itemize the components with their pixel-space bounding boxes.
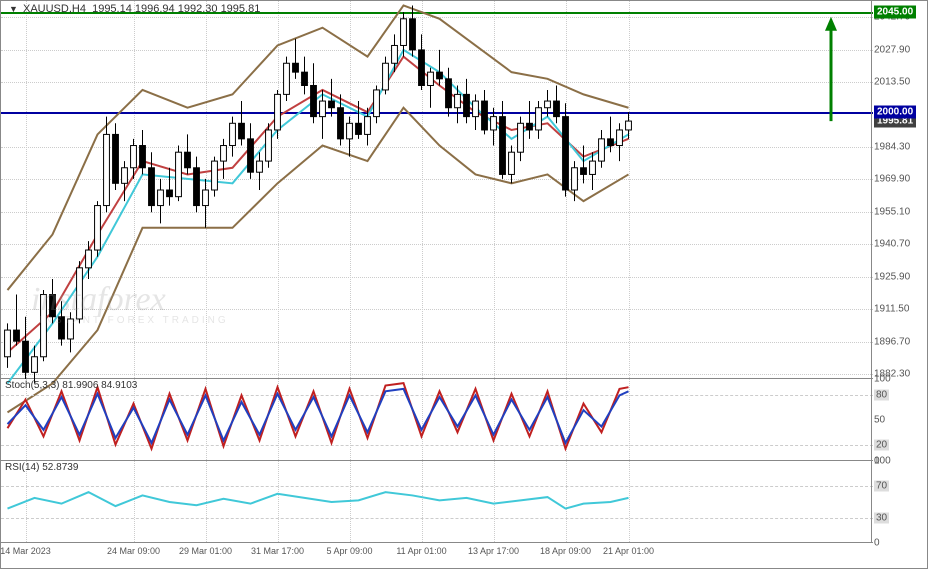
stochastic-label: Stoch(5,3,3) 81.9906 84.9103	[5, 380, 137, 391]
price-tick: 2027.90	[874, 45, 910, 56]
time-tick: 31 Mar 17:00	[251, 546, 304, 556]
price-panel[interactable]: ▼ XAUUSD,H4 1995.14 1996.94 1992.30 1995…	[1, 1, 873, 379]
level-tag: 2045.00	[874, 6, 916, 19]
time-tick: 13 Apr 17:00	[468, 546, 519, 556]
forecast-arrow	[1, 1, 873, 379]
time-tick: 21 Apr 01:00	[603, 546, 654, 556]
price-tick: 1984.30	[874, 142, 910, 153]
ohlc-open: 1995.14	[92, 3, 132, 15]
price-tick: 1940.70	[874, 239, 910, 250]
stochastic-panel[interactable]: Stoch(5,3,3) 81.9906 84.9103	[1, 379, 873, 461]
ohlc-low: 1992.30	[178, 3, 218, 15]
ohlc-close: 1995.81	[221, 3, 261, 15]
level-tag: 2000.00	[874, 106, 916, 119]
price-tick: 1955.10	[874, 207, 910, 218]
price-axis: 1882.301896.701911.501925.901940.701955.…	[871, 1, 927, 543]
price-tick: 1969.90	[874, 174, 910, 185]
price-tick: 1896.70	[874, 336, 910, 347]
price-tick: 2013.50	[874, 77, 910, 88]
ohlc-high: 1996.94	[135, 3, 175, 15]
timeframe: H4	[72, 3, 86, 15]
price-tick: 1911.50	[874, 303, 909, 314]
symbol-name: XAUUSD	[23, 3, 69, 15]
rsi-panel[interactable]: RSI(14) 52.8739	[1, 461, 873, 543]
rsi-svg	[1, 461, 873, 543]
symbol-title: ▼ XAUUSD,H4 1995.14 1996.94 1992.30 1995…	[9, 3, 260, 15]
time-tick: 5 Apr 09:00	[326, 546, 372, 556]
time-tick: 18 Apr 09:00	[540, 546, 591, 556]
time-tick: 24 Mar 09:00	[107, 546, 160, 556]
time-tick: 14 Mar 2023	[0, 546, 51, 556]
chart-container: ▼ XAUUSD,H4 1995.14 1996.94 1992.30 1995…	[0, 0, 928, 569]
time-tick: 29 Mar 01:00	[179, 546, 232, 556]
dropdown-icon: ▼	[9, 4, 18, 14]
price-tick: 1925.90	[874, 271, 910, 282]
stochastic-svg	[1, 379, 873, 461]
time-tick: 11 Apr 01:00	[396, 546, 446, 556]
time-axis: 14 Mar 2023 24 Mar 09:00 29 Mar 01:00 31 Ma…	[1, 543, 873, 569]
rsi-label: RSI(14) 52.8739	[5, 462, 78, 473]
